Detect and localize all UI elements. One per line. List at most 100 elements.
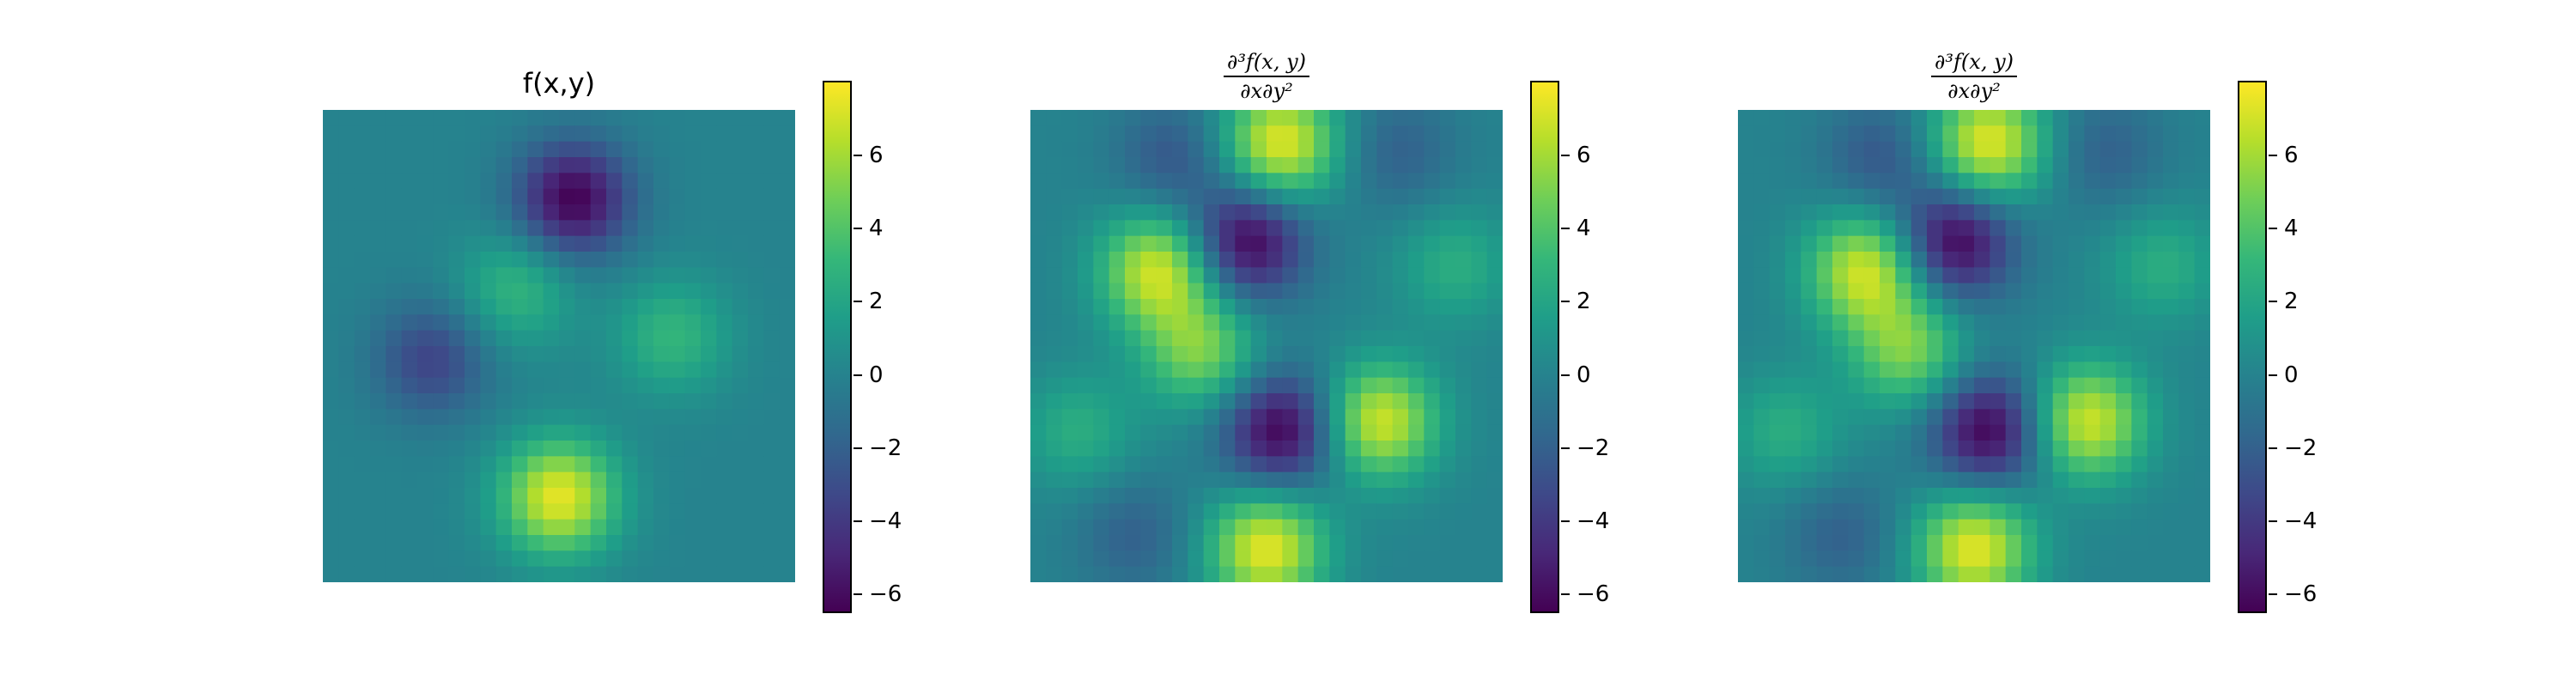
heatmap-cell <box>653 441 670 457</box>
heatmap-cell <box>669 519 686 536</box>
heatmap-cell <box>779 393 795 410</box>
heatmap-cell <box>1863 393 1880 410</box>
heatmap-cell <box>2005 204 2022 221</box>
heatmap-cell <box>1408 125 1425 143</box>
heatmap-cell <box>1848 157 1865 173</box>
heatmap-cell <box>653 393 670 410</box>
heatmap-cell <box>763 110 781 126</box>
heatmap-cell <box>354 362 371 379</box>
heatmap-cell <box>574 409 592 426</box>
heatmap-cell <box>338 488 355 504</box>
heatmap-cell <box>1093 157 1110 173</box>
heatmap-cell <box>338 267 355 284</box>
heatmap-cell <box>2005 141 2022 158</box>
heatmap-cell <box>1219 173 1236 190</box>
heatmap-cell <box>2099 535 2117 551</box>
heatmap-cell <box>1297 377 1315 394</box>
panel-derivative: ∂³f(x, y) ∂x∂y² 6 4 2 0 −2 −4 −6 <box>1030 0 1769 687</box>
heatmap-cell <box>1235 393 1252 410</box>
heatmap-cell <box>2116 488 2132 504</box>
heatmap-cell <box>2131 519 2148 536</box>
heatmap-cell <box>2021 362 2038 379</box>
heatmap-cell <box>748 252 764 268</box>
heatmap-cell <box>1848 235 1865 252</box>
heatmap-cell <box>1140 125 1157 143</box>
heatmap-cell <box>495 204 513 221</box>
heatmap-cell <box>1203 157 1220 173</box>
heatmap-cell <box>386 299 403 315</box>
heatmap-cell <box>1848 125 1865 143</box>
heatmap-cell <box>1408 330 1425 347</box>
heatmap-cell <box>480 235 497 252</box>
heatmap-cell <box>386 188 403 205</box>
heatmap-cell <box>1314 535 1330 551</box>
heatmap-cell <box>1895 141 1912 158</box>
heatmap-cell <box>1109 125 1126 143</box>
heatmap-cell <box>1738 125 1754 143</box>
heatmap-cell <box>465 267 481 284</box>
heatmap-cell <box>1188 252 1205 268</box>
heatmap-cell <box>1848 409 1865 426</box>
heatmap-cell <box>323 157 339 173</box>
heatmap-cell <box>1880 346 1896 362</box>
heatmap-cell <box>1156 252 1173 268</box>
heatmap-cell <box>1361 330 1377 347</box>
heatmap-cell <box>354 188 371 205</box>
heatmap-cell <box>386 362 403 379</box>
heatmap-cell <box>1093 173 1110 190</box>
heatmap-cell <box>1785 220 1801 237</box>
heatmap-cell <box>1329 314 1346 331</box>
heatmap-cell <box>2099 519 2117 536</box>
heatmap-cell <box>2037 235 2054 252</box>
heatmap-cell <box>1927 346 1943 362</box>
heatmap-cell <box>1911 535 1928 551</box>
heatmap-cell <box>1424 566 1441 582</box>
heatmap-cell <box>1235 173 1252 190</box>
heatmap-cell <box>2052 267 2069 284</box>
heatmap-cell <box>574 299 592 315</box>
heatmap-cell <box>1030 535 1047 551</box>
heatmap-cell <box>417 488 434 504</box>
heatmap-cell <box>1250 252 1267 268</box>
heatmap-cell <box>1235 550 1252 568</box>
heatmap-cell <box>1738 456 1754 473</box>
heatmap-cell <box>1345 110 1362 126</box>
heatmap-cell <box>1140 456 1157 473</box>
heatmap-cell <box>1863 173 1880 190</box>
heatmap-cell <box>606 283 623 300</box>
heatmap-cell <box>622 550 639 568</box>
heatmap-cell <box>1030 173 1047 190</box>
heatmap-cell <box>1753 267 1771 284</box>
heatmap-cell <box>1235 235 1252 252</box>
heatmap-cell <box>1895 409 1912 426</box>
heatmap-cell <box>1801 267 1818 284</box>
heatmap-cell <box>2116 188 2132 205</box>
fraction-denominator: ∂x∂y² <box>1240 79 1293 103</box>
heatmap-cell <box>2052 409 2069 426</box>
heatmap-cell <box>1486 267 1503 284</box>
heatmap-cell <box>323 252 339 268</box>
heatmap-cell <box>543 125 560 143</box>
heatmap-cell <box>1203 566 1220 582</box>
heatmap-cell <box>1816 188 1833 205</box>
heatmap-cell <box>1297 424 1315 441</box>
heatmap-cell <box>2069 566 2085 582</box>
heatmap-cell <box>1250 220 1267 237</box>
heatmap-cell <box>1125 299 1141 315</box>
heatmap-cell <box>763 393 781 410</box>
colorbar-tick-label: −2 <box>2284 435 2318 461</box>
heatmap-cell <box>1297 566 1315 582</box>
heatmap-cell <box>465 252 481 268</box>
heatmap-cell <box>1030 424 1047 441</box>
heatmap-cell <box>1801 488 1818 504</box>
heatmap-cell <box>1345 330 1362 347</box>
heatmap-cell <box>2131 173 2148 190</box>
heatmap-cell <box>716 188 733 205</box>
heatmap-cell <box>2116 535 2132 551</box>
heatmap-cell <box>1990 488 2007 504</box>
heatmap-cell <box>2178 535 2196 551</box>
heatmap-cell <box>1250 346 1267 362</box>
heatmap-cell <box>2099 173 2117 190</box>
heatmap-cell <box>1061 157 1078 173</box>
heatmap-cell <box>1314 330 1330 347</box>
